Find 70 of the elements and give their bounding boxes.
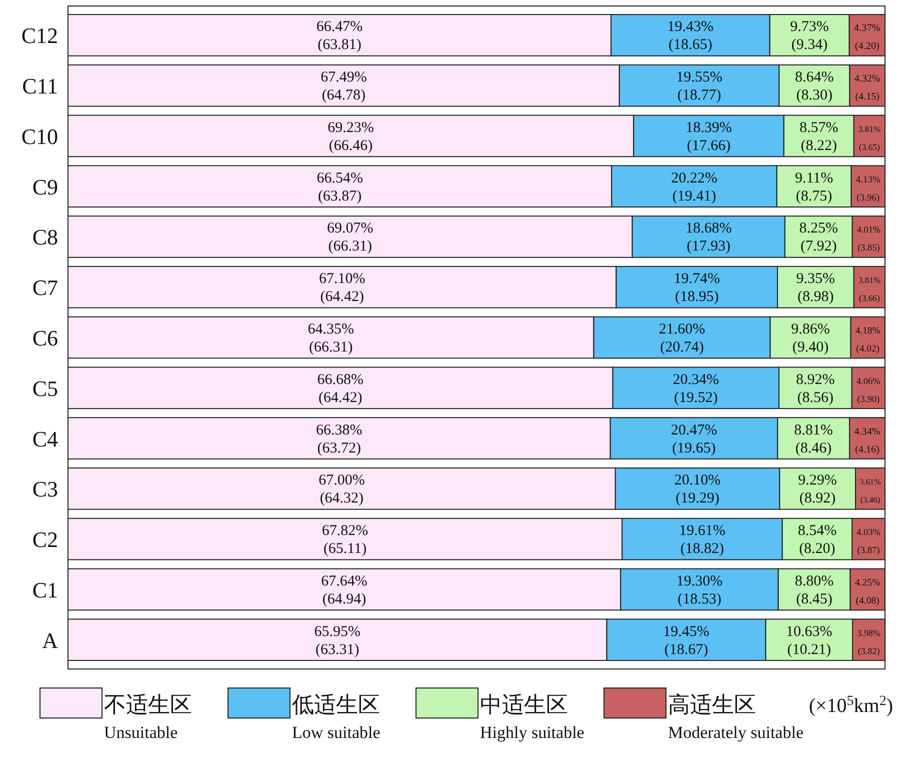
data-label: 9.35% (8.98) (796, 271, 836, 306)
data-label: 9.11% (8.75) (794, 170, 834, 204)
data-label: 20.47% (19.65) (670, 422, 718, 456)
data-label: 66.54% (63.87) (316, 170, 363, 204)
data-label: 4.25% (4.08) (854, 577, 880, 606)
data-label: 69.23% (66.46) (328, 120, 374, 154)
legend-label: 不适生区 Unsuitable (104, 692, 192, 742)
y-tick-label: C5 (32, 376, 58, 401)
y-tick-label: C1 (32, 577, 58, 602)
data-label: 18.68% (17.93) (685, 220, 732, 255)
y-tick-label: C9 (32, 174, 58, 200)
data-label: 4.32% (4.15) (854, 74, 880, 103)
data-label: 4.03% (3.87) (856, 528, 881, 556)
data-label: 20.10% (19.29) (674, 472, 721, 507)
y-tick-label: C10 (21, 124, 58, 149)
data-label: 19.55% (18.77) (676, 70, 722, 104)
legend-label: 中适生区 Highly suitable (480, 692, 584, 742)
data-label: 67.82% (65.11) (322, 523, 368, 558)
data-label: 8.81% (8.46) (794, 422, 833, 456)
data-label: 9.86% (9.40) (791, 322, 830, 356)
data-label: 67.64% (64.94) (321, 573, 368, 608)
data-label: 19.61% (18.82) (679, 523, 726, 558)
y-tick-label: C4 (32, 426, 58, 452)
text: (×10$^{5}$km$^{2}$) (808, 694, 893, 717)
data-label: 4.37% (4.20) (854, 23, 881, 52)
legend-label: 低适生区 Low suitable (292, 692, 380, 742)
data-label: 18.39% (17.66) (686, 120, 732, 154)
data-label: 66.68% (64.42) (317, 372, 364, 406)
data-label: 9.29% (8.92) (798, 472, 837, 507)
data-label: 9.73% (9.34) (790, 19, 829, 54)
data-label: 4.13% (3.96) (856, 175, 880, 204)
legend-label: 高适生区 Moderately suitable (668, 692, 804, 742)
data-label: 8.57% (8.22) (799, 120, 838, 154)
data-label: 4.34% (4.16) (854, 426, 881, 456)
data-label: 19.45% (18.67) (663, 624, 710, 658)
data-label: 3.81% (3.65) (858, 124, 881, 152)
data-label: 66.38% (63.72) (316, 422, 362, 456)
data-label: 3.81% (3.66) (858, 275, 881, 304)
data-label: 64.35% (66.31) (308, 322, 354, 356)
data-label: 19.74% (18.95) (674, 271, 720, 306)
data-label: 3.61% (3.46) (860, 478, 882, 505)
data-label: 69.07% (66.31) (327, 220, 374, 255)
data-label: 10.63% (10.21) (786, 624, 832, 658)
data-label: 19.43% (18.65) (667, 19, 714, 54)
data-label: 4.06% (3.90) (856, 376, 881, 405)
data-label: 4.18% (4.02) (855, 326, 880, 354)
y-tick-label: C3 (32, 476, 58, 502)
y-tick-label: C7 (32, 275, 58, 300)
data-label: 66.47% (63.81) (316, 19, 363, 54)
y-tick-label: C11 (22, 74, 58, 99)
y-tick-label: C6 (32, 326, 58, 350)
data-label: 20.34% (19.52) (672, 372, 719, 406)
data-label: 67.00% (64.32) (318, 472, 365, 507)
y-tick-label: A (42, 628, 58, 653)
y-tick-label: C8 (32, 224, 58, 250)
data-label: 20.22% (19.41) (671, 170, 718, 204)
data-label: 21.60% (20.74) (658, 322, 706, 356)
data-label: 67.49% (64.78) (320, 70, 367, 104)
y-tick-label: C2 (32, 527, 58, 552)
data-label: 8.25% (7.92) (799, 220, 838, 255)
data-label: 4.01% (3.85) (856, 224, 881, 253)
data-label: 19.30% (18.53) (676, 573, 723, 608)
data-label: 8.54% (8.20) (798, 523, 837, 558)
data-label: 3.98% (3.82) (857, 628, 881, 656)
y-tick-label: C12 (21, 23, 58, 48)
data-label: 67.10% (64.42) (318, 271, 366, 306)
data-label: 65.95% (63.31) (314, 624, 361, 658)
data-label: 8.64% (8.30) (795, 70, 834, 104)
data-label: 8.92% (8.56) (796, 372, 835, 406)
data-label: 8.80% (8.45) (794, 573, 834, 608)
